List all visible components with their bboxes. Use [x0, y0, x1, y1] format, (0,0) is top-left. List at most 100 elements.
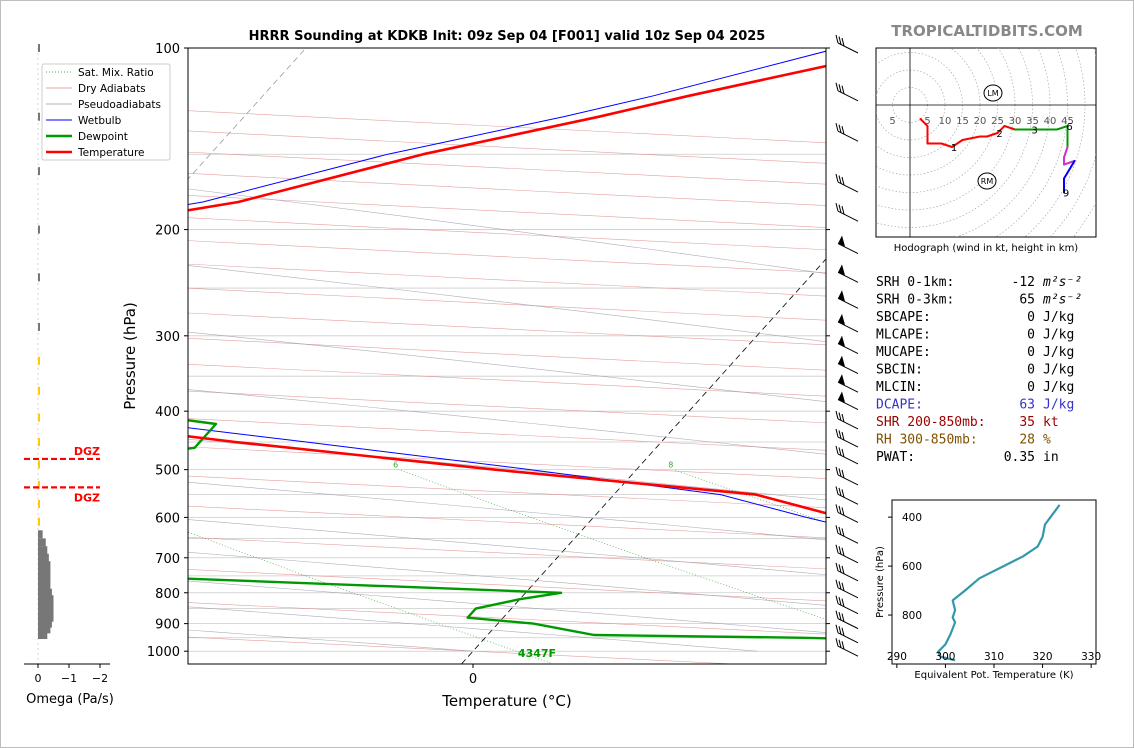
- wind-barb-feather: [835, 173, 839, 183]
- pseudoadiabat: [188, 481, 826, 541]
- skewt-ytick-label: 400: [155, 405, 180, 420]
- wind-barb-feather: [835, 504, 839, 513]
- wind-barb-feather: [835, 203, 839, 212]
- parameter-table: SRH 0-1km: -12 m²s⁻² SRH 0-3km: 65 m²s⁻² SBCAP…: [876, 275, 1082, 465]
- wind-barb-feather: [838, 611, 842, 621]
- mixing-ratio-label: 6: [393, 461, 398, 470]
- hodograph-ring-label: 5: [889, 116, 895, 127]
- dgz-label: DGZ: [74, 491, 100, 504]
- wind-barb: [837, 321, 859, 333]
- wind-barb-feather: [838, 447, 842, 456]
- wind-barb-flag: [838, 355, 845, 367]
- wind-barb-feather: [841, 613, 845, 622]
- legend-label: Dewpoint: [78, 131, 128, 143]
- wind-barb-feather: [841, 489, 845, 498]
- hodograph-panel: 5 5 10 15 20 25 30 35 40 45 1 2 3 6 9 LM RM: [875, 47, 1097, 238]
- wind-barb: [837, 130, 859, 142]
- hodograph-frame: [875, 47, 1097, 238]
- skewt-xlabel: Temperature (°C): [441, 692, 571, 710]
- wind-barb-feather: [835, 610, 839, 619]
- skewt-ytick-label: 1000: [147, 645, 180, 660]
- dry-adiabat: [0, 48, 14, 664]
- wind-barb-feather: [838, 505, 842, 515]
- omega-xlabel: Omega (Pa/s): [26, 692, 114, 707]
- wind-barb-feather: [841, 469, 845, 479]
- hodograph-height-label: 1: [951, 143, 957, 154]
- param-unit: J/kg: [1043, 328, 1074, 343]
- param-label: SRH 0-3km:: [876, 293, 954, 308]
- hodograph-ring-label: 25: [991, 116, 1004, 127]
- wind-barb-feather: [841, 448, 845, 458]
- wind-barbs: [835, 34, 859, 657]
- wind-barb-flag: [838, 264, 845, 276]
- pseudoadiabat: [188, 606, 758, 652]
- param-unit: J/kg: [1043, 398, 1074, 413]
- storm-motion-marker: [983, 84, 1003, 102]
- omega-bar: [38, 499, 40, 508]
- param-value: 65: [1019, 293, 1035, 308]
- theta-e-ytick-label: 600: [902, 561, 922, 573]
- hodograph-segment: [961, 135, 981, 141]
- hodograph-segment: [996, 125, 1006, 134]
- param-unit: %: [1043, 433, 1051, 448]
- wind-barb-feather: [838, 468, 842, 477]
- wind-barb-feather: [838, 639, 842, 648]
- wind-barb-feather: [841, 37, 845, 47]
- mixing-ratio-line: [188, 531, 554, 664]
- hodograph-ring-label: 15: [956, 116, 969, 127]
- param-label: MLCIN:: [876, 380, 923, 395]
- wind-barb: [837, 511, 859, 523]
- hodograph-height-label: 2: [996, 129, 1002, 140]
- omega-bar: [38, 438, 40, 447]
- wind-barb-feather: [841, 598, 845, 607]
- wind-barb-feather: [841, 565, 845, 574]
- skewt-ytick-label: 900: [155, 618, 180, 633]
- omega-bar: [38, 553, 49, 562]
- hodograph-content: 5 5 10 15 20 25 30 35 40 45 1 2 3 6 9 LM RM: [876, 48, 1096, 237]
- param-unit: J/kg: [1043, 310, 1074, 325]
- dry-adiabat: [188, 602, 826, 635]
- wind-barb-flag: [838, 335, 845, 347]
- wind-barb: [837, 632, 859, 644]
- hodograph-segment: [919, 118, 929, 127]
- hodograph-segment: [1056, 125, 1069, 131]
- skewt-ylabel: Pressure (hPa): [121, 302, 139, 410]
- wind-barb: [837, 436, 859, 448]
- omega-bar: [38, 112, 40, 121]
- omega-xtick-label: −1: [61, 672, 77, 685]
- storm-motion-label: RM: [981, 177, 994, 186]
- param-value: 35: [1019, 415, 1035, 430]
- wind-barb-feather: [835, 445, 839, 455]
- wind-barb-feather: [835, 638, 839, 647]
- param-unit: kt: [1043, 415, 1059, 430]
- skewt-ytick-label: 600: [155, 511, 180, 526]
- theta-e-xtick-label: 290: [887, 651, 907, 663]
- param-value: 0: [1027, 363, 1035, 378]
- param-label: SBCIN:: [876, 363, 923, 378]
- wind-barb: [837, 243, 859, 254]
- wind-barb-feather: [841, 176, 845, 186]
- legend-label: Dry Adiabats: [78, 83, 146, 95]
- skewt-ytick-label: 200: [155, 224, 180, 239]
- omega-panel: DGZ DGZ 0 −1 −2: [24, 44, 110, 685]
- wind-barb: [837, 363, 859, 375]
- wind-barb-feather: [838, 124, 842, 133]
- theta-e-profile: [937, 504, 1061, 662]
- hodograph-height-label: 3: [1031, 126, 1037, 137]
- param-label: PWAT:: [876, 450, 915, 465]
- param-value: -12: [1012, 275, 1035, 290]
- param-value: 28: [1019, 433, 1035, 448]
- brand-watermark: TROPICALTIDBITS.COM: [891, 22, 1083, 40]
- wind-barb: [837, 381, 859, 393]
- dry-adiabat: [188, 287, 826, 321]
- wind-barb-feather: [835, 466, 839, 476]
- hodograph-ring-label: 35: [1026, 116, 1039, 127]
- wind-barb-feather: [838, 36, 842, 45]
- wind-barb-flag: [838, 391, 845, 403]
- profile-dewpoint: [188, 419, 826, 640]
- wind-barb-feather: [835, 428, 839, 438]
- isotherm-line: [188, 48, 307, 180]
- profile-temperature: [188, 64, 826, 515]
- theta-e-xtick-label: 310: [984, 651, 1004, 663]
